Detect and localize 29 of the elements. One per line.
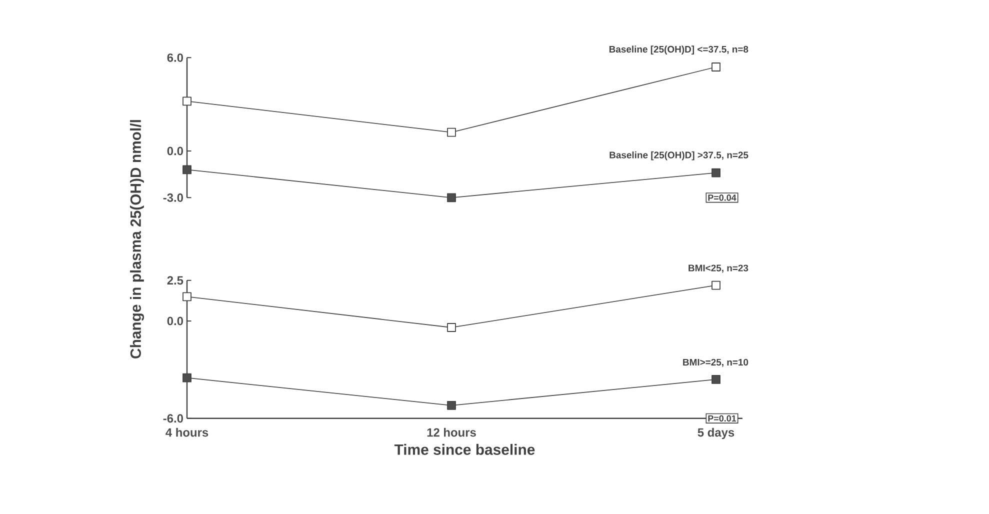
point [447, 128, 456, 137]
point [447, 323, 456, 332]
text: Baseline [25(OH)D] <=37.5, n=8 [609, 46, 748, 54]
point [712, 374, 720, 384]
point [182, 373, 192, 382]
annotation: P=0.04 [708, 194, 736, 201]
y-tick-label: -3.0 [163, 193, 183, 202]
point [447, 400, 456, 410]
y-tick-label: 0.0 [167, 146, 183, 156]
text: Baseline [25(OH)D] >37.5, n=25 [610, 151, 748, 160]
y-tick-label: 2.5 [167, 276, 184, 285]
series-label: BMI>=25, n=10 [683, 358, 748, 367]
x-tick-label: 4 hours [166, 428, 208, 437]
y-axis-title: Change in plasma 25(OH)D nmol/l [130, 120, 144, 358]
x-tick-label: 5 days [698, 428, 734, 440]
point [182, 292, 192, 302]
y-tick-label: 6.0 [167, 53, 183, 62]
x-axis-title: Time since baseline [394, 444, 535, 455]
point [447, 193, 456, 202]
point [712, 62, 720, 72]
point [712, 168, 720, 178]
point [712, 280, 720, 290]
point [182, 96, 192, 106]
point [182, 165, 192, 174]
y-tick-label: 0.0 [167, 316, 183, 326]
y-tick-label: -6.0 [163, 414, 183, 423]
x-tick-label: 12 hours [427, 428, 476, 437]
series-label: BMI<25, n=23 [688, 264, 748, 273]
annotation: P=0.01 [708, 415, 736, 422]
